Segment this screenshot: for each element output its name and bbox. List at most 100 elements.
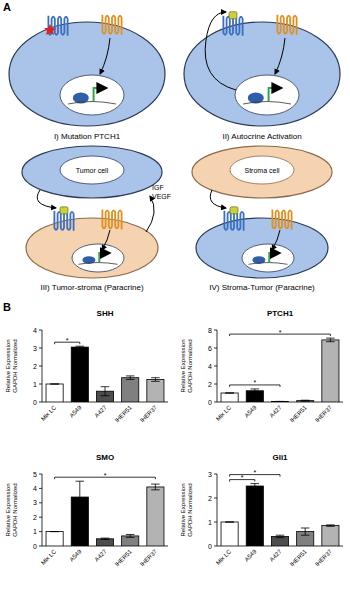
error-bar-cap [151,377,160,378]
error-bar [101,387,110,396]
axis-label: Relative Expression [5,483,11,536]
error-bar-line [305,528,306,535]
y-tick [39,366,42,367]
bar [246,486,263,546]
receptor [272,209,291,229]
y-tick-label: 4 [208,363,212,370]
error-bar [151,484,160,490]
error-bar-cap [126,534,135,535]
y-tick-label: 0 [33,399,37,406]
y-tick-label: 8 [208,327,212,334]
tumor-cell [196,218,328,278]
error-bar-cap [301,528,310,529]
error-bar [251,484,260,489]
x-tick-label: Mix LC [215,548,233,566]
error-bar-cap [276,401,285,402]
error-bar [301,400,310,402]
marks [46,346,164,402]
y-tick-label: 0 [208,399,212,406]
bar [71,347,88,402]
error-bar-cap [76,481,85,482]
error-bar [276,401,285,402]
error-bar [326,525,335,526]
error-bar-cap [251,392,260,393]
error-bar [326,338,335,342]
error-bar-cap [151,484,160,485]
error-bar-line [155,378,156,382]
arrow [275,38,285,74]
bar [122,378,139,402]
bar [122,536,139,546]
chart-title: PTCH1 [267,309,294,318]
bar [147,487,164,546]
error-bar-line [79,481,80,513]
y-tick [214,384,217,385]
nucleus [242,244,294,272]
error-bar-cap [76,348,85,349]
y-axis [217,474,218,546]
y-tick [39,488,42,489]
error-bar-cap [251,388,260,389]
significance-label: * [241,474,244,481]
arrow [102,230,110,250]
error-bar [225,393,234,394]
arrow [210,190,226,208]
significance-label: * [104,472,107,479]
transcription-arrow [269,88,282,101]
nucleus [230,156,294,184]
x-tick-label: A427 [94,548,109,563]
error-bar-cap [251,483,260,484]
y-tick-label: 4 [33,485,37,492]
x-tick-label: Mix LC [215,404,233,422]
error-bar-cap [76,512,85,513]
x-tick-label: IHER37 [314,548,334,568]
error-bar [101,538,110,539]
dna [79,263,118,265]
ligand [229,12,237,19]
error-bar-cap [101,386,110,387]
y-tick [39,502,42,503]
y-tick [39,531,42,532]
marks [221,338,339,402]
error-bar [301,528,310,535]
error-bar [76,481,85,513]
bar [46,384,63,402]
arrow [100,38,110,74]
panel-caption: I) Mutation PTCH1 [54,132,121,141]
error-bar-cap [276,401,285,402]
y-tick-label: 3 [208,471,212,478]
chart: Gli1Relative ExpressionGAPDH Normalized0… [180,453,343,568]
tumor-cell [9,22,165,126]
y-tick-label: 1 [33,528,37,535]
transcription-arrow [99,253,109,262]
error-bar-cap [276,535,285,536]
tumor-cell [22,146,162,198]
transcription-arrow [94,88,107,101]
x-tick-label: Mix LC [40,404,58,422]
arrow [146,196,154,232]
error-bar-line [130,376,131,380]
error-bar-line [130,534,131,537]
error-bar-cap [50,384,59,385]
error-bar [76,346,85,348]
panel-caption: II) Autocrine Activation [222,132,301,141]
error-bar-cap [151,489,160,490]
y-tick [39,402,42,403]
error-bar-cap [326,341,335,342]
nucleus [235,75,299,115]
error-bar-cap [225,522,234,523]
x-tick-label: IHER37 [139,548,159,568]
x-tick-label: A549 [243,404,258,419]
y-tick-label: 3 [33,499,37,506]
nucleus [60,75,124,115]
significance-bracket: * [55,472,156,480]
y-tick [214,402,217,403]
error-bar-cap [276,537,285,538]
arrow [272,230,280,250]
panel-label: B [3,301,11,313]
y-tick-label: 5 [33,471,37,478]
panel-caption: III) Tumor-stroma (Paracrine) [40,283,143,292]
significance-label: * [279,329,282,336]
x-tick-label: A427 [269,404,284,419]
significance-bracket: * [230,469,280,477]
